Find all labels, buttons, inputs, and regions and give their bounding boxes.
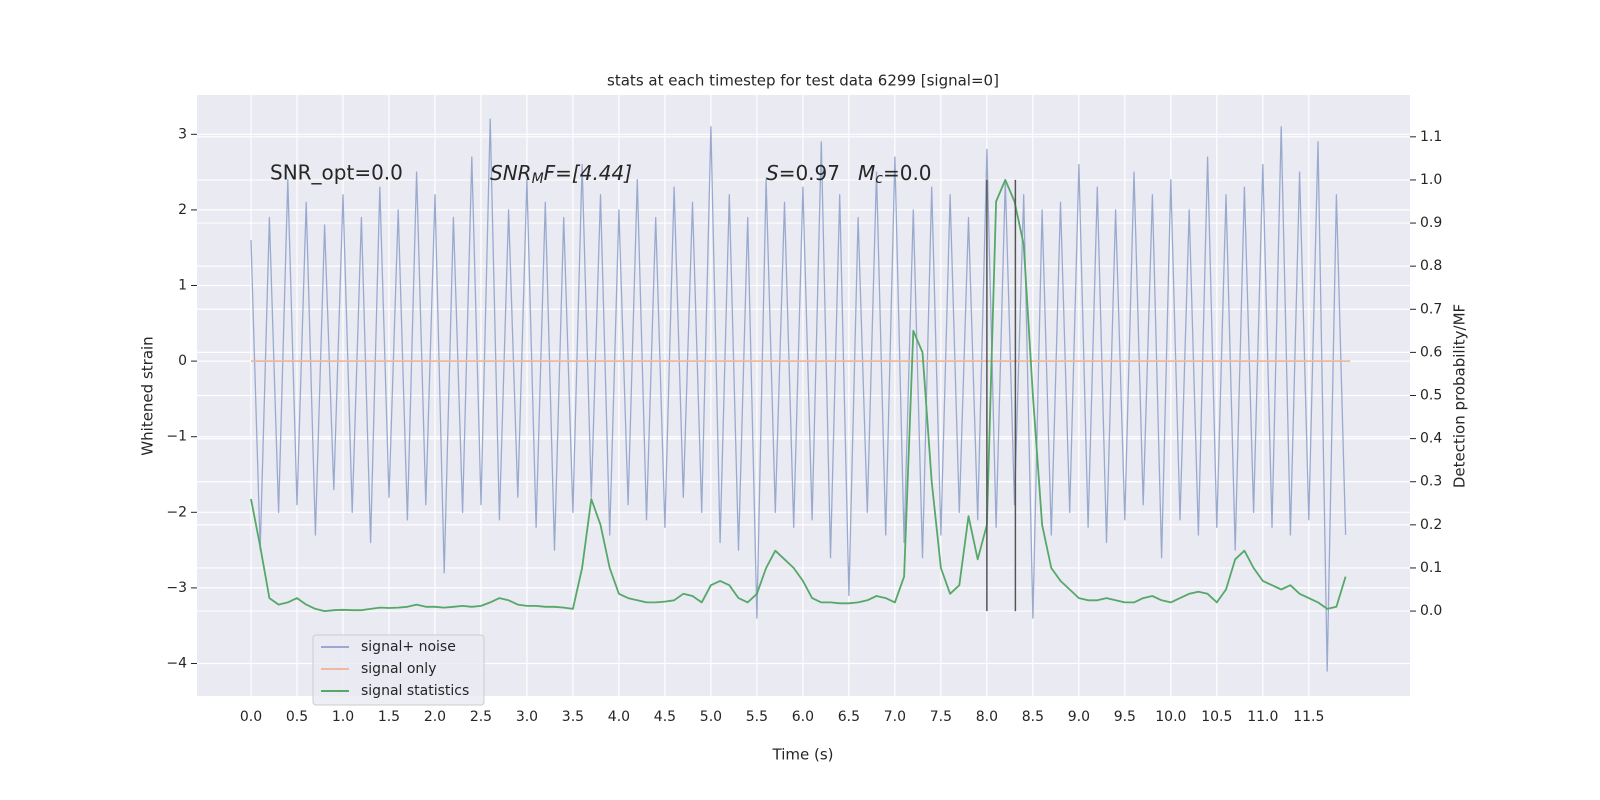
legend-label: signal+ noise bbox=[361, 639, 456, 655]
x-tick-label: 3.0 bbox=[516, 709, 538, 725]
y2-tick-label: 0.7 bbox=[1420, 301, 1442, 317]
x-tick-label: 2.0 bbox=[424, 709, 446, 725]
x-tick-label: 5.0 bbox=[700, 709, 722, 725]
x-tick-label: 0.0 bbox=[240, 709, 262, 725]
y-tick-label: −1 bbox=[166, 429, 187, 445]
x-tick-label: 8.5 bbox=[1022, 709, 1044, 725]
y2-tick-label: 0.3 bbox=[1420, 474, 1442, 490]
y2-tick-label: 0.2 bbox=[1420, 517, 1442, 533]
x-axis-label: Time (s) bbox=[772, 746, 834, 764]
annotation: S=0.97 bbox=[766, 161, 840, 185]
annotation-part: c bbox=[875, 171, 883, 187]
x-tick-label: 7.5 bbox=[930, 709, 952, 725]
annotation-part: F=[4.44] bbox=[544, 161, 632, 185]
y-axis-label: Whitened strain bbox=[139, 336, 157, 455]
y-tick-label: 1 bbox=[178, 278, 187, 294]
annotation-part: M bbox=[532, 171, 544, 187]
x-tick-label: 4.5 bbox=[654, 709, 676, 725]
y-tick-label: 0 bbox=[178, 353, 187, 369]
x-tick-label: 7.0 bbox=[884, 709, 906, 725]
x-tick-label: 3.5 bbox=[562, 709, 584, 725]
x-tick-label: 10.0 bbox=[1155, 709, 1186, 725]
x-tick-label: 8.0 bbox=[976, 709, 998, 725]
annotation: SNR_opt=0.0 bbox=[270, 161, 403, 185]
x-tick-label: 11.0 bbox=[1247, 709, 1278, 725]
x-tick-label: 2.5 bbox=[470, 709, 492, 725]
x-tick-label: 9.5 bbox=[1114, 709, 1136, 725]
y2-tick-label: 0.9 bbox=[1420, 215, 1442, 231]
y2-tick-label: 0.4 bbox=[1420, 431, 1442, 447]
y2-tick-label: 0.5 bbox=[1420, 388, 1442, 404]
marks bbox=[250, 118, 1351, 672]
x-tick-label: 6.0 bbox=[792, 709, 814, 725]
legend-box bbox=[312, 634, 485, 706]
x-tick-label: 6.5 bbox=[838, 709, 860, 725]
x-tick-label: 5.5 bbox=[746, 709, 768, 725]
x-tick-label: 4.0 bbox=[608, 709, 630, 725]
y-tick-label: 2 bbox=[178, 202, 187, 218]
y-tick-label: −4 bbox=[166, 655, 187, 671]
annotation-part: =0.0 bbox=[883, 161, 932, 185]
y2-axis-label: Detection probability/MF bbox=[1451, 304, 1469, 488]
y2-tick-label: 0.6 bbox=[1420, 344, 1442, 360]
x-tick-label: 11.5 bbox=[1293, 709, 1324, 725]
x-tick-label: 0.5 bbox=[286, 709, 308, 725]
chart-title: stats at each timestep for test data 629… bbox=[607, 72, 999, 90]
series-line bbox=[250, 179, 1347, 612]
annotation-part: M bbox=[858, 161, 875, 185]
legend-label: signal statistics bbox=[361, 683, 469, 699]
annotation: SNRMF=[4.44] bbox=[490, 161, 632, 188]
series-line bbox=[250, 118, 1347, 672]
legend-label: signal only bbox=[361, 661, 436, 677]
annotation-part: S bbox=[766, 161, 779, 185]
x-tick-label: 1.5 bbox=[378, 709, 400, 725]
y2-tick-label: 0.8 bbox=[1420, 258, 1442, 274]
legend: signal+ noise signal only signal statistic… bbox=[312, 634, 485, 706]
y2-tick-label: 0.1 bbox=[1420, 560, 1442, 576]
annotation: Mc=0.0 bbox=[858, 161, 932, 188]
annotation-part: =0.97 bbox=[779, 161, 840, 185]
y-tick-label: 3 bbox=[178, 126, 187, 142]
y2-tick-label: 0.0 bbox=[1420, 603, 1442, 619]
x-tick-label: 10.5 bbox=[1201, 709, 1232, 725]
y2-tick-label: 1.1 bbox=[1420, 129, 1442, 145]
annotation-part: SNR bbox=[490, 161, 532, 185]
y-tick-label: −2 bbox=[166, 504, 187, 520]
x-tick-label: 1.0 bbox=[332, 709, 354, 725]
x-tick-label: 9.0 bbox=[1068, 709, 1090, 725]
y-tick-label: −3 bbox=[166, 580, 187, 596]
y2-tick-label: 1.0 bbox=[1420, 172, 1442, 188]
